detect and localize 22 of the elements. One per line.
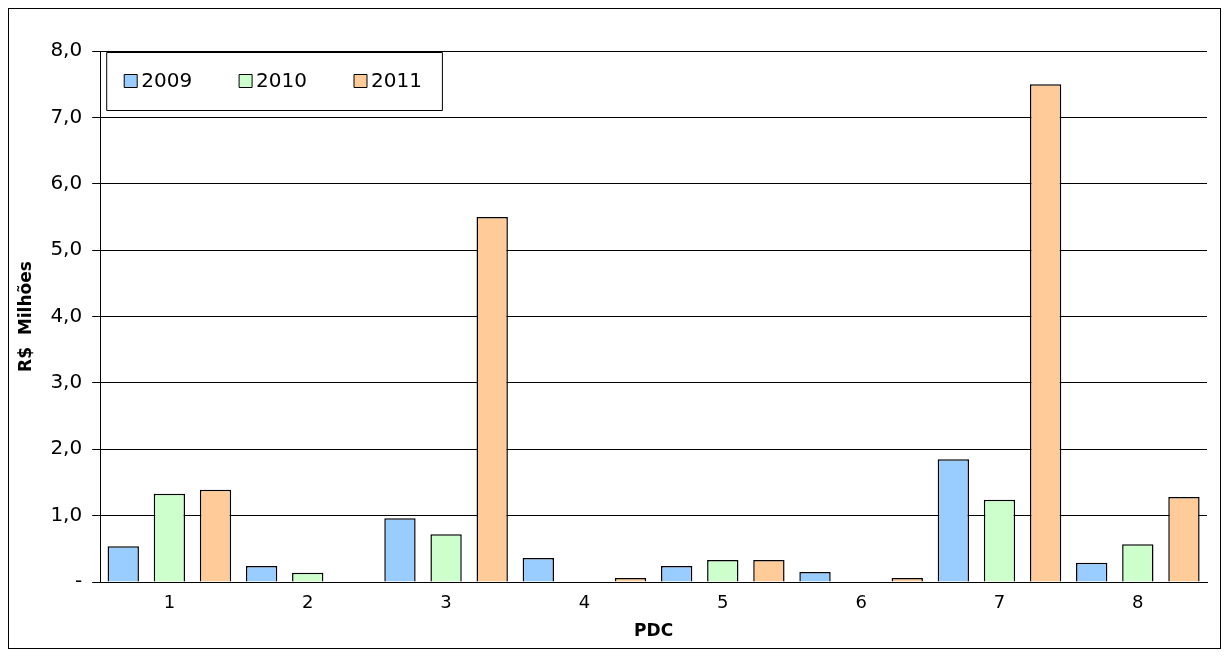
y-tick-label: 4,0 bbox=[50, 302, 83, 327]
y-tick-label: 6,0 bbox=[50, 169, 83, 194]
x-tick-label: 5 bbox=[717, 591, 729, 613]
y-tick-label: 3,0 bbox=[50, 369, 83, 394]
legend-label: 2010 bbox=[256, 68, 308, 93]
legend-label: 2009 bbox=[141, 68, 193, 93]
y-axis-title: R$ Milhões bbox=[14, 261, 35, 372]
x-tick-label: 6 bbox=[855, 591, 867, 613]
x-tick-label: 8 bbox=[1132, 591, 1144, 613]
y-tick-label: 1,0 bbox=[50, 501, 83, 526]
x-axis-title: PDC bbox=[634, 620, 674, 641]
y-tick-label: 8,0 bbox=[50, 37, 83, 62]
x-tick-label: 1 bbox=[163, 591, 176, 613]
legend-label: 2011 bbox=[371, 68, 422, 93]
x-tick-label: 3 bbox=[440, 591, 452, 613]
y-tick-label: 7,0 bbox=[50, 103, 83, 128]
x-tick-label: 2 bbox=[302, 591, 314, 613]
y-tick-label: 5,0 bbox=[50, 236, 83, 261]
y-tick-label: 2,0 bbox=[50, 435, 83, 460]
x-tick-label: 7 bbox=[993, 591, 1006, 613]
x-tick-label: 4 bbox=[578, 591, 591, 613]
y-tick-label: - bbox=[74, 568, 83, 593]
